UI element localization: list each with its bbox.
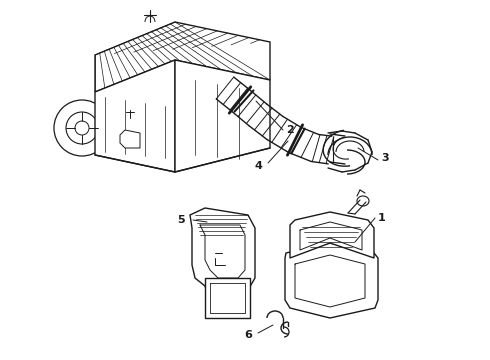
Text: 5: 5	[177, 215, 185, 225]
Polygon shape	[175, 60, 270, 172]
Polygon shape	[95, 22, 270, 92]
Polygon shape	[290, 212, 374, 258]
Polygon shape	[205, 278, 250, 318]
Text: 2: 2	[286, 125, 294, 135]
Circle shape	[54, 100, 110, 156]
Text: 1: 1	[378, 213, 386, 223]
Text: 3: 3	[381, 153, 389, 163]
Polygon shape	[190, 208, 255, 290]
Text: 4: 4	[254, 161, 262, 171]
Polygon shape	[95, 60, 175, 172]
Polygon shape	[120, 130, 140, 148]
Text: 6: 6	[244, 330, 252, 340]
Polygon shape	[285, 243, 378, 318]
